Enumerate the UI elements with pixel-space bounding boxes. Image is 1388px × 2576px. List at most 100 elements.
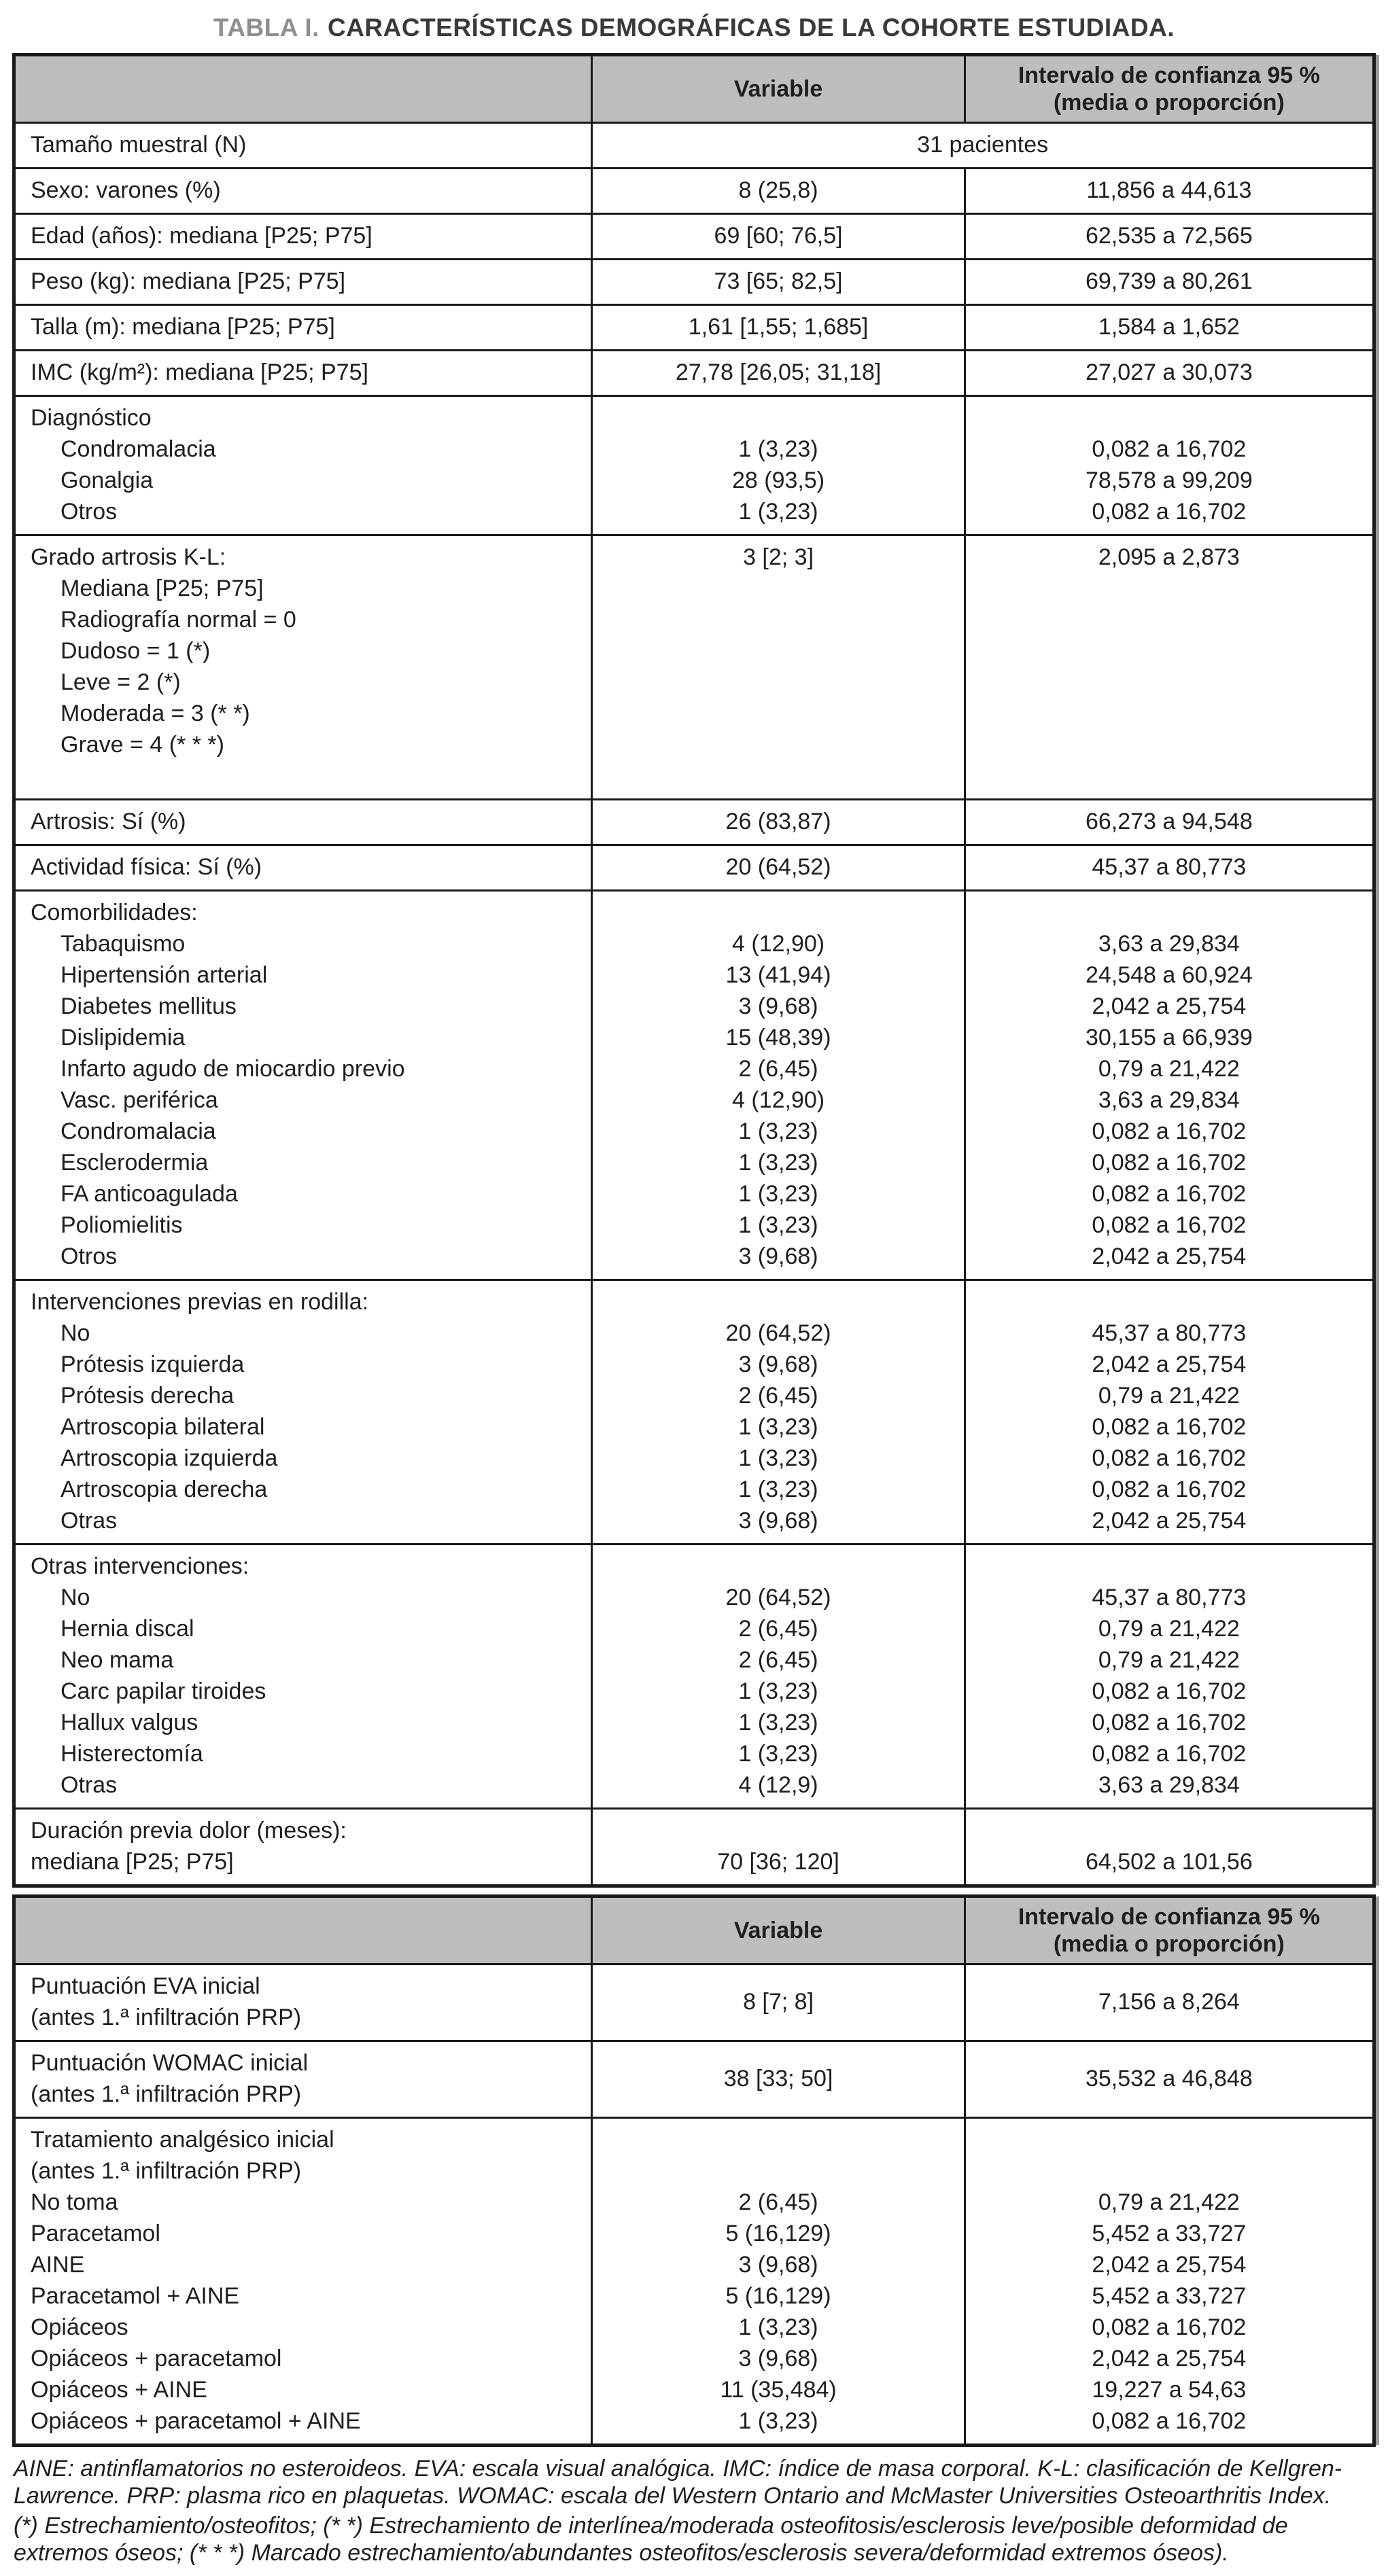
row-variable-line: 1 (3,23) [738,1678,818,1704]
row-variable-line [593,2155,963,2187]
row-ci-line: 11,856 a 44,613 [1086,177,1252,203]
row-label-cell: IMC (kg/m²): mediana [P25; P75] [12,349,593,397]
row-variable-line: 1 (3,23) [738,1181,818,1207]
header-ci-95: Intervalo de confianza 95 % (media o pro… [963,54,1376,124]
row-ci-line: 64,502 a 101,56 [1085,1849,1253,1875]
row-ci-cell: 0,082 a 16,702 78,578 a 99,209 0,082 a 16,… [963,395,1376,536]
row-ci-line [966,1815,1372,1846]
row-variable-cell: 1,61 [1,55; 1,685] [591,304,966,351]
table-row: Comorbilidades: Tabaquismo Hipertensión ar… [12,889,1376,1281]
row-ci-line: 30,155 a 66,939 [1085,1025,1253,1051]
row-label-cell: Diagnóstico Condromalacia Gonalgia Otros [12,395,593,536]
row-label-cell: Puntuación EVA inicial (antes 1.ª infiltr… [12,1963,593,2042]
row-label-cell: Actividad física: Sí (%) [12,844,593,892]
row-label-line: Puntuación WOMAC inicial [31,2050,309,2076]
row-label-cell: Puntuación WOMAC inicial (antes 1.ª infil… [12,2040,593,2119]
row-variable-line: 73 [65; 82,5] [714,268,843,294]
row-variable-line: 4 (12,90) [732,931,825,957]
row-ci-line: 45,37 a 80,773 [1092,854,1247,880]
row-ci-line: 27,027 a 30,073 [1085,359,1253,385]
row-ci-cell: 64,502 a 101,56 [963,1807,1376,1887]
row-variable-cell: 70 [36; 120] [591,1807,966,1887]
row-variable-line: 28 (93,5) [732,467,825,493]
row-ci-cell: 2,095 a 2,873 [963,534,1376,800]
row-label-cell: Duración previa dolor (meses): mediana [P… [12,1807,593,1887]
row-label-line: Puntuación EVA inicial [31,1973,260,1999]
row-ci-line [966,402,1372,434]
row-ci-cell: 62,535 a 72,565 [963,213,1376,260]
row-variable-line: 1 (3,23) [738,2408,818,2434]
row-ci-line: 0,082 a 16,702 [1092,2314,1247,2340]
row-ci-line: 0,082 a 16,702 [1092,1445,1247,1471]
row-variable-cell: 2 (6,45) 5 (16,129) 3 (9,68) 5 (16,129) 1 (3… [591,2117,966,2446]
row-variable-line: 3 (9,68) [738,2346,818,2371]
table-body: Tamaño muestral (N) 31 pacientes Sexo: var… [12,122,1376,1887]
table-row: Talla (m): mediana [P25; P75] 1,61 [1,55;… [12,304,1376,351]
row-variable-line: 1 (3,23) [738,1477,818,1502]
row-ci-line: 2,042 a 25,754 [1092,1352,1247,1377]
row-variable-line: 8 (25,8) [738,177,818,203]
row-label-line: Tratamiento analgésico inicial [31,2127,334,2153]
row-variable-cell: 4 (12,90) 13 (41,94) 3 (9,68) 15 (48,39) 2 (… [591,889,966,1281]
row-variable-line: 3 (9,68) [738,2252,818,2278]
row-ci-line: 1,584 a 1,652 [1098,314,1240,340]
row-ci-line: 45,37 a 80,773 [1092,1585,1247,1610]
row-label-line: Sexo: varones (%) [31,177,221,203]
row-variable-cell: 69 [60; 76,5] [591,213,966,260]
row-variable-line: 1 (3,23) [738,1414,818,1440]
row-variable-line [593,1815,963,1846]
row-variable-line: 69 [60; 76,5] [714,223,843,249]
row-label-line: No [60,1585,90,1610]
sample-size-value: 31 pacientes [591,122,1375,169]
row-label-line: Dislipidemia [60,1025,186,1051]
row-label-line: Hernia discal [60,1616,194,1642]
row-label-line [16,760,591,792]
row-label-line: IMC (kg/m²): mediana [P25; P75] [31,359,368,385]
row-variable-line: 20 (64,52) [725,1585,831,1610]
table-body: Puntuación EVA inicial (antes 1.ª infiltr… [12,1963,1376,2446]
row-label-line: Opiáceos + paracetamol [31,2346,282,2371]
row-label-line: No [60,1320,90,1346]
row-label-line: (antes 1.ª infiltración PRP) [31,2081,302,2107]
header-variable: Variable [591,1895,966,1965]
row-label-line: AINE [31,2252,85,2278]
row-variable-cell: 8 (25,8) [591,167,966,215]
row-label-line: Opiáceos + paracetamol + AINE [31,2408,361,2434]
row-ci-line: 0,082 a 16,702 [1092,1150,1247,1176]
row-label-line: Moderada = 3 (* *) [60,701,250,726]
row-variable-cell: 26 (83,87) [591,798,966,846]
row-ci-cell: 7,156 a 8,264 [963,1963,1376,2042]
row-ci-line: 2,042 a 25,754 [1092,2346,1247,2371]
row-label-line: Prótesis izquierda [60,1352,245,1377]
row-ci-cell: 45,37 a 80,773 2,042 a 25,754 0,79 a 21,42… [963,1279,1376,1545]
row-label-line: Actividad física: Sí (%) [31,854,262,880]
row-variable-cell: 38 [33; 50] [591,2040,966,2119]
row-label-line: Artroscopia izquierda [60,1445,278,1471]
row-label-cell: Intervenciones previas en rodilla: No Prót… [12,1279,593,1545]
table-row: Artrosis: Sí (%) 26 (83,87) 66,273 a 94,54… [12,798,1376,846]
table-row: Puntuación EVA inicial (antes 1.ª infiltr… [12,1963,1376,2042]
row-ci-cell: 69,739 a 80,261 [963,258,1376,306]
table-row: Intervenciones previas en rodilla: No Prót… [12,1279,1376,1545]
row-variable-line: 15 (48,39) [725,1025,831,1051]
row-ci-line: 0,082 a 16,702 [1092,1181,1247,1207]
row-label-cell: Artrosis: Sí (%) [12,798,593,846]
row-ci-line: 62,535 a 72,565 [1085,223,1253,249]
row-label-line: Paracetamol + AINE [31,2283,240,2309]
row-label-line: Artroscopia derecha [60,1477,268,1502]
table-row: Tamaño muestral (N) 31 pacientes [12,122,1375,169]
row-variable-line: 3 (9,68) [738,1508,818,1534]
row-ci-cell: 27,027 a 30,073 [963,349,1376,397]
row-label-line: mediana [P25; P75] [31,1849,234,1875]
row-label-line: Carc papilar tiroides [60,1678,266,1704]
row-label-line: Talla (m): mediana [P25; P75] [31,314,335,340]
row-ci-line: 19,227 a 54,63 [1092,2377,1247,2403]
row-variable-line: 1 (3,23) [738,1150,818,1176]
row-variable-cell: 8 [7; 8] [591,1963,966,2042]
row-variable-line: 1 (3,23) [738,2314,818,2340]
row-ci-line: 0,082 a 16,702 [1092,1414,1247,1440]
row-ci-line: 5,452 a 33,727 [1092,2221,1247,2246]
table-title-text: CARACTERÍSTICAS DEMOGRÁFICAS DE LA COHOR… [327,14,1175,41]
row-ci-cell: 3,63 a 29,834 24,548 a 60,924 2,042 a 25,7… [963,889,1376,1281]
